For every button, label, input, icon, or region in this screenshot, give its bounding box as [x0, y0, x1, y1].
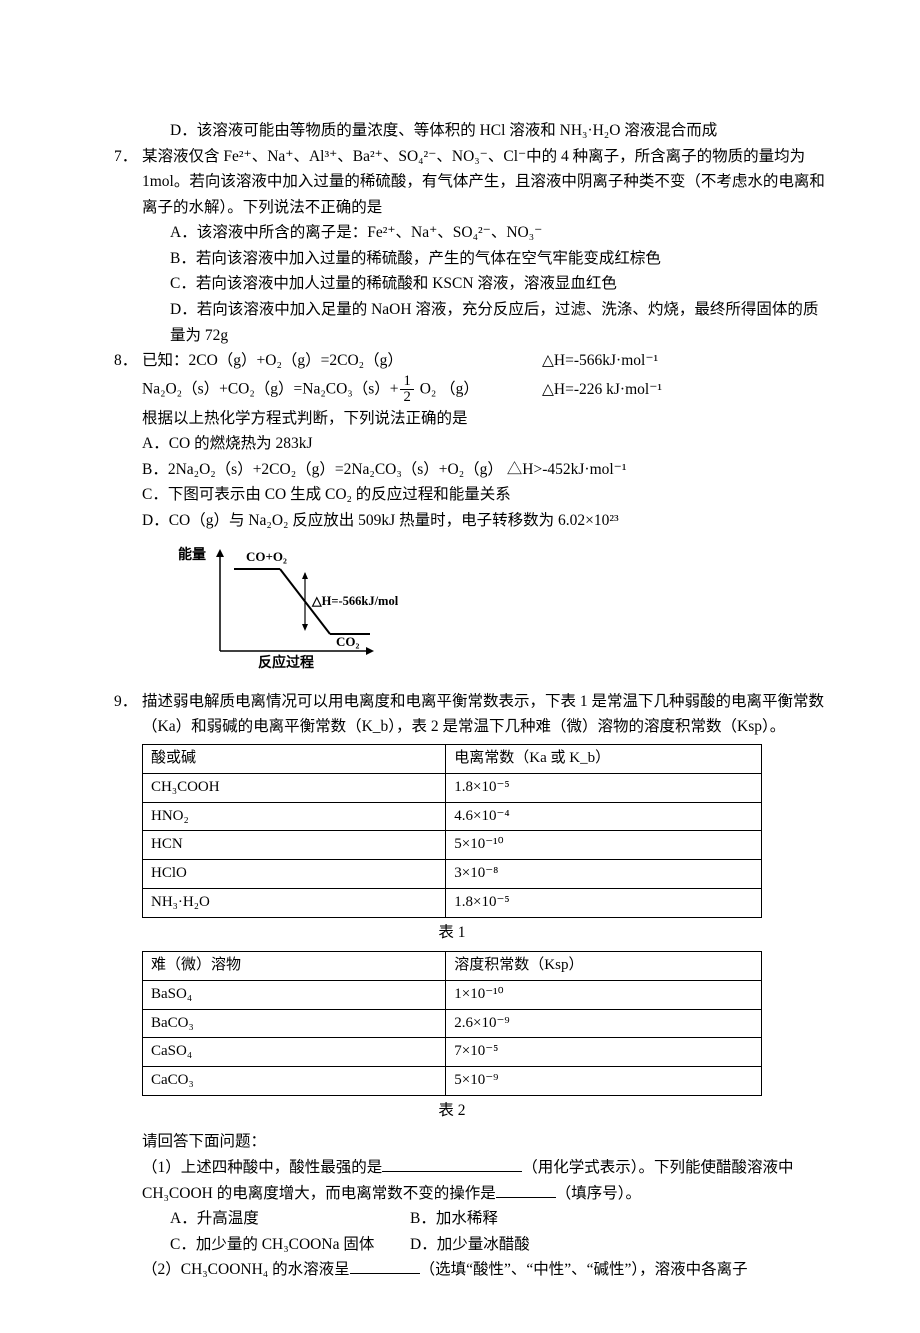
q9-number: 9．: [114, 689, 142, 740]
q9-table2-caption: 表 2: [142, 1098, 762, 1124]
q8-option-b: B．2Na₂O₂（s）+2CO₂（g）=2Na₂CO₃（s）+O₂（g） △H>…: [142, 457, 830, 483]
q9-subprompt: 请回答下面问题：: [142, 1129, 830, 1155]
q9-stem: 描述弱电解质电离情况可以用电离度和电离平衡常数表示，下表 1 是常温下几种弱酸的…: [142, 689, 830, 740]
blank-1[interactable]: [382, 1155, 522, 1172]
q7-option-b: B．若向该溶液中加入过量的稀硫酸，产生的气体在空气牢能变成红棕色: [170, 246, 830, 272]
q6-option-d: D．该溶液可能由等物质的量浓度、等体积的 HCl 溶液和 NH₃·H₂O 溶液混…: [170, 118, 830, 144]
svg-text:△H=-566kJ/mol: △H=-566kJ/mol: [311, 594, 399, 608]
q7-stem: 某溶液仅含 Fe²⁺、Na⁺、Al³⁺、Ba²⁺、SO₄²⁻、NO₃⁻、Cl⁻中…: [142, 144, 830, 221]
q8-eq1-right: △H=-566kJ·mol⁻¹: [542, 348, 658, 374]
q9-part2: （2）CH₃COONH₄ 的水溶液呈（选填“酸性”、“中性”、“碱性”），溶液中…: [142, 1257, 830, 1283]
svg-text:CO+O₂: CO+O₂: [246, 549, 287, 564]
q9-p1-option-a: A．升高温度: [170, 1206, 410, 1232]
q8-fraction: 12: [400, 374, 413, 406]
q8-eq2-left-a: Na₂O₂（s）+CO₂（g）=Na₂CO₃（s）+: [142, 380, 398, 397]
q8-option-a: A．CO 的燃烧热为 283kJ: [142, 431, 830, 457]
svg-text:反应过程: 反应过程: [258, 654, 314, 671]
q9-table1: 酸或碱电离常数（Ka 或 K_b）CH₃COOH1.8×10⁻⁵HNO₂4.6×…: [142, 744, 762, 918]
q9-p1-option-d: D．加少量冰醋酸: [410, 1232, 650, 1258]
q8-energy-diagram: 能量 CO+O₂ △H=-566kJ/mol CO₂ 反应过程: [170, 539, 830, 683]
q8-number: 8．: [114, 348, 142, 374]
q7-option-c: C．若向该溶液中加人过量的稀硫酸和 KSCN 溶液，溶液显血红色: [170, 271, 830, 297]
svg-text:能量: 能量: [178, 546, 206, 563]
q8-stem2: 根据以上热化学方程式判断，下列说法正确的是: [142, 406, 830, 432]
blank-2[interactable]: [496, 1181, 556, 1198]
blank-3[interactable]: [350, 1258, 420, 1275]
q7-option-a: A．该溶液中所含的离子是：Fe²⁺、Na⁺、SO₄²⁻、NO₃⁻: [170, 220, 830, 246]
q7-option-d: D．若向该溶液中加入足量的 NaOH 溶液，充分反应后，过滤、洗涤、灼烧，最终所…: [170, 297, 830, 348]
q9-table2: 难（微）溶物溶度积常数（Ksp）BaSO₄1×10⁻¹⁰BaCO₃2.6×10⁻…: [142, 951, 762, 1096]
q8-option-c: C．下图可表示由 CO 生成 CO₂ 的反应过程和能量关系: [142, 482, 830, 508]
q8-eq2-right: △H=-226 kJ·mol⁻¹: [542, 377, 662, 403]
q9-p1-option-b: B．加水稀释: [410, 1206, 650, 1232]
q9-part1: （1）上述四种酸中，酸性最强的是（用化学式表示）。下列能使醋酸溶液中 CH₃CO…: [142, 1155, 830, 1206]
q8-option-d: D．CO（g）与 Na₂O₂ 反应放出 509kJ 热量时，电子转移数为 6.0…: [142, 508, 830, 534]
q8-eq2-left-b: O₂ （g）: [416, 380, 479, 397]
q8-known-prefix: 已知：: [142, 352, 189, 369]
q8-stem: 已知：2CO（g）+O₂（g）=2CO₂（g） △H=-566kJ·mol⁻¹: [142, 348, 830, 374]
q8-eq1-left: 2CO（g）+O₂（g）=2CO₂（g）: [189, 352, 403, 369]
q7-number: 7．: [114, 144, 142, 221]
q9-table1-caption: 表 1: [142, 920, 762, 946]
svg-text:CO₂: CO₂: [336, 634, 360, 649]
q9-p1-option-c: C．加少量的 CH₃COONa 固体: [170, 1232, 410, 1258]
